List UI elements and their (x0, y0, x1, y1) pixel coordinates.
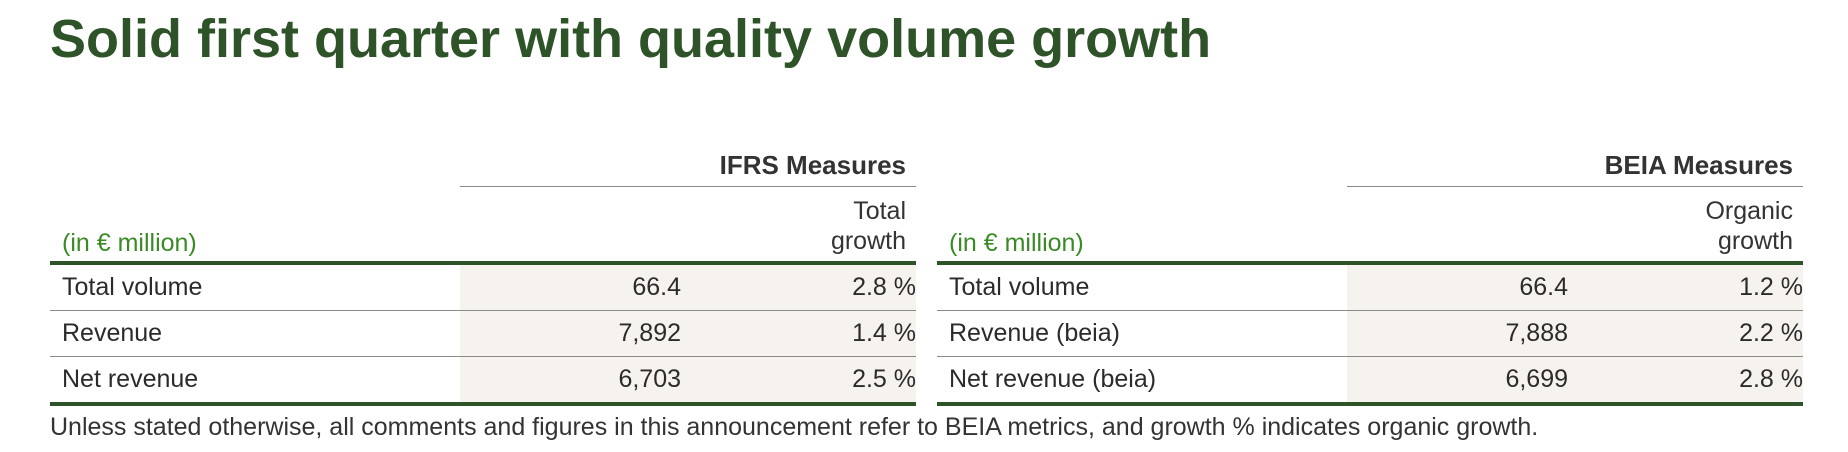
row-label: Total volume (62, 273, 203, 301)
row-growth: 2.2 % (1739, 319, 1803, 347)
table-row: Net revenue (beia) 6,699 2.8 % (937, 357, 1803, 406)
ifrs-rows: Total volume 66.4 2.8 % Revenue 7,892 1.… (50, 265, 916, 406)
beia-growth-header-line1: Organic (1705, 197, 1793, 225)
ifrs-group-header: IFRS Measures (460, 150, 916, 187)
beia-header-rule (937, 261, 1803, 265)
beia-rows: Total volume 66.4 1.2 % Revenue (beia) 7… (937, 265, 1803, 406)
row-value: 7,892 (618, 319, 681, 347)
ifrs-growth-header-line1: Total (853, 197, 906, 225)
table-row: Total volume 66.4 2.8 % (50, 265, 916, 311)
row-growth: 1.2 % (1739, 273, 1803, 301)
row-value: 6,703 (618, 365, 681, 393)
beia-unit-label: (in € million) (949, 229, 1084, 257)
row-value: 66.4 (632, 273, 681, 301)
row-value: 7,888 (1505, 319, 1568, 347)
ifrs-growth-header-line2: growth (830, 227, 906, 255)
row-growth: 2.8 % (1739, 365, 1803, 393)
ifrs-header-rule (50, 261, 916, 265)
row-label: Revenue (beia) (949, 319, 1120, 347)
row-label: Revenue (62, 319, 163, 347)
row-growth: 2.5 % (852, 365, 916, 393)
ifrs-unit-label: (in € million) (62, 229, 197, 257)
beia-growth-column-header: Organic growth (1347, 196, 1803, 256)
row-label: Net revenue (beia) (949, 365, 1157, 393)
row-label: Net revenue (62, 365, 199, 393)
row-growth: 2.8 % (852, 273, 916, 301)
page-title: Solid first quarter with quality volume … (50, 9, 1212, 69)
table-row: Revenue (beia) 7,888 2.2 % (937, 311, 1803, 357)
footnote: Unless stated otherwise, all comments an… (50, 413, 1539, 441)
row-value: 66.4 (1519, 273, 1568, 301)
ifrs-growth-column-header: Total growth (460, 196, 916, 256)
table-row: Total volume 66.4 1.2 % (937, 265, 1803, 311)
row-growth: 1.4 % (852, 319, 916, 347)
table-row: Revenue 7,892 1.4 % (50, 311, 916, 357)
beia-growth-header-line2: growth (1717, 227, 1793, 255)
row-label: Total volume (949, 273, 1090, 301)
beia-group-header: BEIA Measures (1347, 150, 1803, 187)
table-row: Net revenue 6,703 2.5 % (50, 357, 916, 406)
row-value: 6,699 (1505, 365, 1568, 393)
